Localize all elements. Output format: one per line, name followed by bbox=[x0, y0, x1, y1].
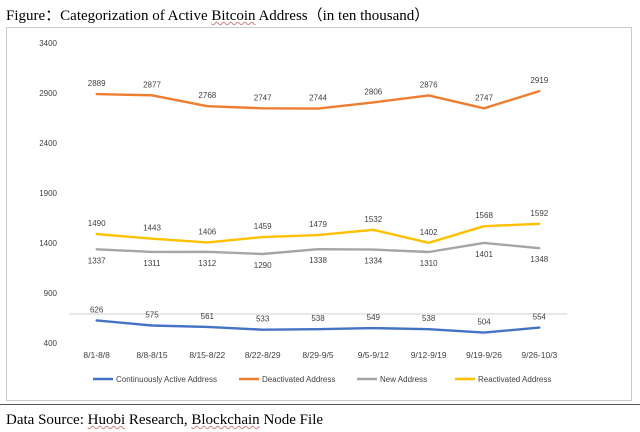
data-source: Data Source: Huobi Research, Blockchain … bbox=[6, 412, 634, 429]
legend-label: New Address bbox=[380, 375, 427, 384]
series-line bbox=[95, 222, 541, 245]
data-label: 1401 bbox=[475, 250, 493, 259]
y-tick-label: 2400 bbox=[39, 139, 57, 148]
data-label: 1443 bbox=[143, 224, 161, 233]
data-label: 549 bbox=[367, 313, 381, 322]
x-tick-label: 9/12-9/19 bbox=[411, 350, 447, 360]
data-label: 1348 bbox=[530, 255, 548, 264]
legend: Continuously Active Address Deactivated A… bbox=[93, 375, 551, 384]
figure-caption: Figure：Categorization of Active Bitcoin … bbox=[6, 4, 634, 25]
legend-label: Deactivated Address bbox=[262, 375, 335, 384]
data-label: 504 bbox=[477, 318, 491, 327]
y-tick-label: 900 bbox=[44, 289, 58, 298]
data-label: 1532 bbox=[364, 215, 382, 224]
data-label: 1459 bbox=[254, 222, 272, 231]
data-label: 2919 bbox=[530, 76, 548, 85]
data-label: 1337 bbox=[88, 256, 106, 265]
y-tick-label: 3400 bbox=[39, 39, 57, 48]
legend-label: Continuously Active Address bbox=[116, 375, 217, 384]
data-labels: 626 575 561 533 538 549 538 504 554 2889 2877 2768 2… bbox=[88, 76, 549, 327]
data-label: 2889 bbox=[88, 79, 106, 88]
data-label: 1290 bbox=[254, 261, 272, 270]
y-tick-label: 2900 bbox=[39, 89, 57, 98]
x-tick-label: 8/15-8/22 bbox=[189, 350, 225, 360]
data-label: 1311 bbox=[143, 259, 161, 268]
data-label: 1479 bbox=[309, 220, 327, 229]
data-label: 538 bbox=[422, 314, 436, 323]
caption-prefix: Figure： bbox=[6, 8, 61, 24]
chart-frame: 400 900 1400 1900 2400 2900 3400 8/1-8/8 8/8-8/… bbox=[6, 27, 632, 401]
divider-rule bbox=[0, 404, 640, 405]
x-tick-label: 9/5-9/12 bbox=[358, 350, 389, 360]
data-label: 2744 bbox=[309, 94, 327, 103]
data-label: 1402 bbox=[420, 228, 438, 237]
series-line bbox=[95, 89, 541, 110]
data-label: 538 bbox=[311, 314, 325, 323]
source-org: Huobi bbox=[87, 412, 126, 428]
data-label: 2768 bbox=[198, 91, 216, 100]
data-label: 2747 bbox=[475, 93, 493, 102]
data-label: 575 bbox=[145, 311, 159, 320]
x-tick-label: 8/1-8/8 bbox=[83, 350, 110, 360]
data-label: 1338 bbox=[309, 256, 327, 265]
data-label: 1490 bbox=[88, 219, 106, 228]
data-label: 1406 bbox=[198, 227, 216, 236]
y-tick-label: 1900 bbox=[39, 189, 57, 198]
data-label: 2877 bbox=[143, 80, 161, 89]
x-tick-label: 8/8-8/15 bbox=[136, 350, 167, 360]
caption-title-before: Categorization of Active bbox=[60, 8, 212, 24]
y-tick-label: 400 bbox=[44, 339, 58, 348]
x-tick-label: 9/26-10/3 bbox=[521, 350, 557, 360]
source-suffix: Node File bbox=[259, 412, 324, 428]
source-prefix: Data Source: bbox=[6, 412, 88, 428]
series-lines bbox=[95, 89, 541, 334]
source-middle: Research, bbox=[125, 412, 192, 428]
data-label: 1334 bbox=[364, 257, 382, 266]
data-label: 554 bbox=[533, 313, 547, 322]
y-tick-label: 1400 bbox=[39, 239, 57, 248]
data-label: 2876 bbox=[420, 80, 438, 89]
data-label: 1310 bbox=[420, 259, 438, 268]
x-tick-label: 8/29-9/5 bbox=[302, 350, 333, 360]
data-label: 1592 bbox=[530, 209, 548, 218]
caption-title-after: Address（in ten thousand） bbox=[255, 8, 430, 24]
x-tick-label: 8/22-8/29 bbox=[245, 350, 281, 360]
y-axis: 400 900 1400 1900 2400 2900 3400 bbox=[39, 39, 57, 348]
data-label: 2747 bbox=[254, 93, 272, 102]
series-line bbox=[95, 241, 541, 256]
source-chain: Blockchain bbox=[191, 412, 260, 428]
series-line bbox=[95, 319, 541, 334]
data-label: 1568 bbox=[475, 211, 493, 220]
line-chart: 400 900 1400 1900 2400 2900 3400 8/1-8/8 8/8-8/… bbox=[39, 39, 567, 384]
data-label: 561 bbox=[201, 312, 215, 321]
caption-title-wavy: Bitcoin bbox=[211, 8, 256, 24]
legend-label: Reactivated Address bbox=[478, 375, 551, 384]
data-label: 626 bbox=[90, 305, 104, 314]
data-label: 533 bbox=[256, 315, 270, 324]
x-axis: 8/1-8/8 8/8-8/15 8/15-8/22 8/22-8/29 8/29-9/… bbox=[83, 350, 557, 360]
data-label: 1312 bbox=[198, 259, 216, 268]
x-tick-label: 9/19-9/26 bbox=[466, 350, 502, 360]
data-label: 2806 bbox=[364, 87, 382, 96]
